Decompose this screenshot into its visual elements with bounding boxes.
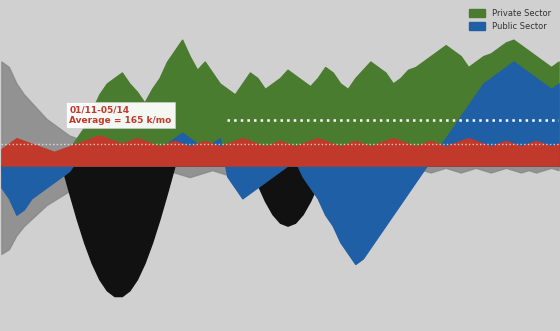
Legend: Private Sector, Public Sector: Private Sector, Public Sector: [465, 6, 554, 34]
Text: 01/11-05/14
Average = 165 k/mo: 01/11-05/14 Average = 165 k/mo: [69, 105, 171, 125]
